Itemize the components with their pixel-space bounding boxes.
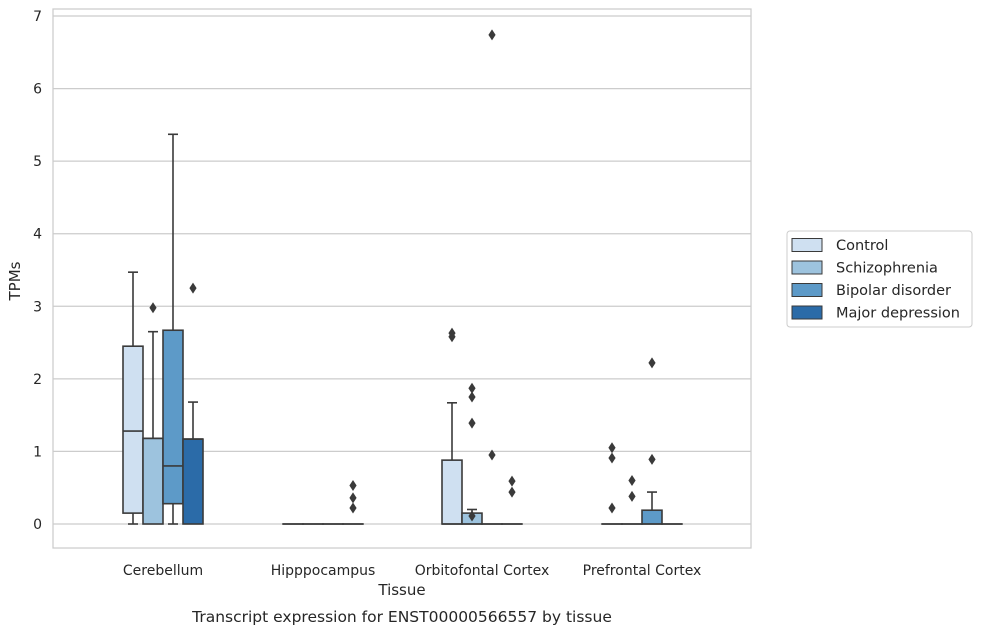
y-tick-label: 6 <box>33 82 42 98</box>
outlier-point <box>608 452 616 464</box>
box-schizophrenia <box>621 474 643 525</box>
outlier-point <box>508 475 516 487</box>
outlier-point <box>628 474 636 486</box>
box-major-depression <box>182 282 204 525</box>
box-bipolar-disorder <box>641 357 663 525</box>
y-tick-label: 1 <box>33 444 42 460</box>
outlier-point <box>468 417 476 429</box>
y-tick-label: 3 <box>33 299 42 315</box>
x-axis-ticks: Cerebellum Hipppocampus Orbitofontal Corte… <box>123 563 701 579</box>
legend-label: Schizophrenia <box>836 261 938 277</box>
legend: Control Schizophrenia Bipolar disorder Majo… <box>786 230 973 328</box>
outlier-point <box>349 480 357 492</box>
outlier-point <box>488 449 496 461</box>
legend-swatch <box>791 238 823 252</box>
outlier-point <box>448 327 456 339</box>
outlier-point <box>608 442 616 454</box>
box-control <box>601 442 623 525</box>
box-body <box>122 345 144 514</box>
plot-area-frame <box>52 8 752 549</box>
box-body <box>142 437 164 525</box>
y-tick-label: 4 <box>33 227 42 243</box>
y-axis-label: TPMs <box>6 261 24 301</box>
outlier-point <box>648 357 656 369</box>
box-body <box>182 438 204 525</box>
legend-swatch <box>791 260 823 275</box>
x-tick-label: Hipppocampus <box>271 563 376 579</box>
legend-frame <box>786 230 973 328</box>
x-axis-label: Tissue <box>377 581 425 599</box>
outlier-point <box>648 453 656 465</box>
y-tick-label: 7 <box>33 9 42 25</box>
box-body <box>441 459 463 525</box>
y-tick-label: 2 <box>33 372 42 388</box>
y-axis-ticks: 0 1 2 3 4 5 6 7 <box>33 9 42 533</box>
legend-label: Control <box>836 238 888 254</box>
box-bipolar-disorder <box>481 29 503 525</box>
chart-caption: Transcript expression for ENST0000056655… <box>191 608 612 626</box>
box-schizophrenia <box>142 302 164 525</box>
outlier-point <box>468 510 476 522</box>
outlier-point <box>508 486 516 498</box>
x-tick-label: Cerebellum <box>123 563 203 579</box>
legend-label: Bipolar disorder <box>836 283 951 299</box>
y-tick-label: 5 <box>33 154 42 170</box>
legend-label: Major depression <box>836 306 960 322</box>
box-bipolar-disorder <box>162 133 184 525</box>
legend-swatch <box>791 283 823 297</box>
outlier-point <box>468 391 476 403</box>
box-series <box>122 29 683 525</box>
box-schizophrenia <box>461 382 483 525</box>
outlier-point <box>349 492 357 504</box>
x-tick-label: Prefrontal Cortex <box>583 563 702 579</box>
x-tick-label: Orbitofontal Cortex <box>415 563 550 579</box>
box-control <box>441 327 463 525</box>
outlier-point <box>189 282 197 294</box>
box-control <box>122 271 144 525</box>
y-tick-label: 0 <box>33 517 42 533</box>
legend-swatch <box>791 305 823 320</box>
outlier-point <box>488 29 496 41</box>
box-body <box>162 329 184 505</box>
outlier-point <box>468 382 476 394</box>
outlier-point <box>608 502 616 514</box>
box-major-depression <box>342 480 364 525</box>
box-body <box>641 509 663 525</box>
outlier-point <box>149 302 157 314</box>
outlier-point <box>349 502 357 514</box>
outlier-point <box>628 490 636 502</box>
box-major-depression <box>501 475 523 525</box>
